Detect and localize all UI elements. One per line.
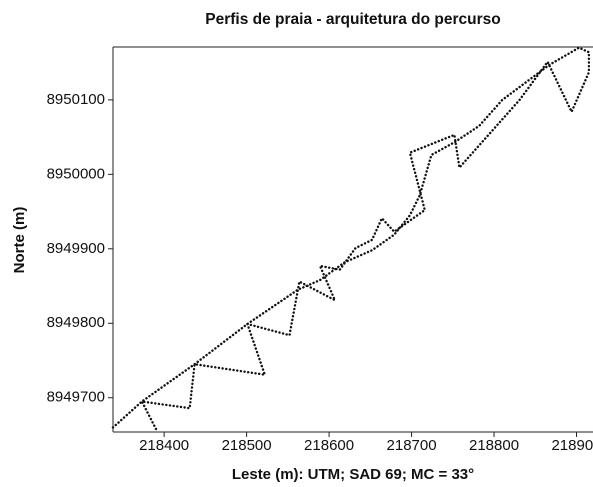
y-axis-label: Norte (m) [11,207,28,274]
y-tick-label: 8949700 [47,389,105,406]
x-tick-label: 218900 [551,437,593,454]
y-tick-label: 8949900 [47,240,105,257]
y-tick-label: 8950100 [47,91,105,108]
track-line [111,46,591,434]
x-axis-label: Leste (m): UTM; SAD 69; MC = 33° [232,466,474,483]
chart-title: Perfis de praia - arquitetura do percurs… [205,11,500,28]
y-tick-label: 8949800 [47,314,105,331]
x-tick-label: 218700 [387,437,437,454]
x-tick-label: 218500 [222,437,272,454]
x-tick-label: 218800 [469,437,519,454]
x-tick-label: 218600 [304,437,354,454]
y-tick-label: 8950000 [47,165,105,182]
x-tick-label: 218400 [139,437,189,454]
